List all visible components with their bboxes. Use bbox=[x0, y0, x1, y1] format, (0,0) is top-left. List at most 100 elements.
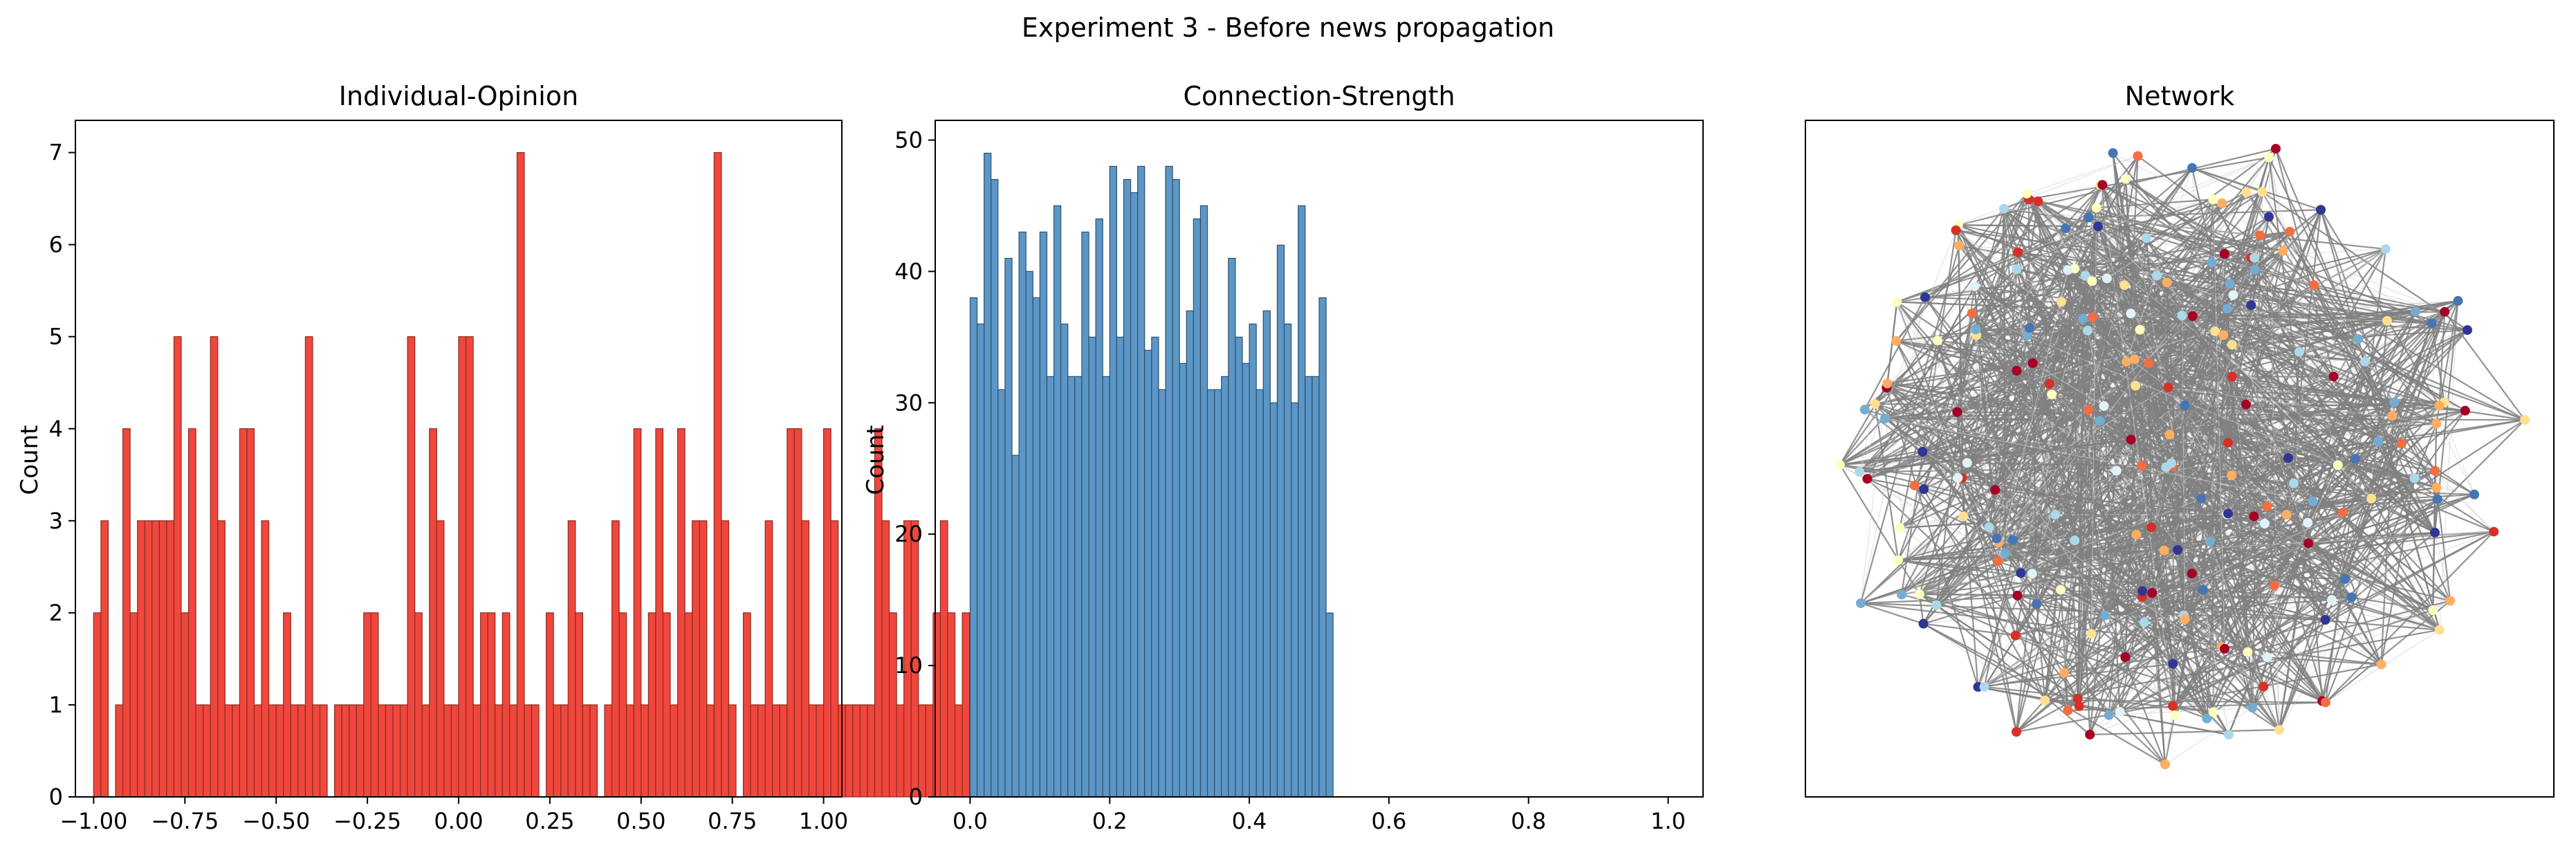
network-edge bbox=[2214, 250, 2284, 332]
individual-opinion-bar bbox=[706, 704, 715, 798]
connection-strength-bar bbox=[1137, 165, 1146, 798]
network-edge bbox=[1839, 318, 2083, 466]
network-node bbox=[2137, 586, 2148, 596]
individual-opinion-bar bbox=[502, 612, 510, 798]
network-edge bbox=[2166, 282, 2366, 362]
individual-opinion-bar bbox=[641, 704, 649, 798]
individual-opinion-bar bbox=[392, 704, 401, 798]
network-edge bbox=[2324, 423, 2438, 703]
network-edge bbox=[2028, 199, 2355, 459]
network-edge bbox=[2068, 230, 2290, 271]
network-edge bbox=[2232, 329, 2468, 346]
network-panel: Network bbox=[1805, 81, 2555, 798]
network-edges bbox=[1839, 147, 2526, 765]
network-edge bbox=[1839, 463, 2265, 525]
network-node bbox=[2027, 569, 2037, 579]
network-edge bbox=[2434, 300, 2459, 533]
individual-opinion-bar bbox=[487, 612, 496, 798]
network-edge bbox=[2089, 646, 2222, 735]
network-edge bbox=[1935, 318, 2084, 606]
network-edge bbox=[1956, 230, 2289, 459]
network-node bbox=[1952, 407, 1962, 417]
individual-opinion-bar bbox=[122, 428, 131, 798]
individual-opinion-bar bbox=[181, 612, 190, 798]
individual-opinion-bar bbox=[436, 520, 445, 798]
network-edge bbox=[1896, 302, 1958, 413]
individual-opinion-bar bbox=[699, 520, 708, 798]
connection-strength-bar bbox=[984, 152, 992, 798]
connection-strength-bar bbox=[1262, 310, 1271, 798]
individual-opinion-bar bbox=[509, 704, 518, 798]
connection-strength-xtick-label: 0.6 bbox=[1371, 808, 1406, 834]
network-node bbox=[1992, 556, 2003, 567]
network-node bbox=[2202, 713, 2212, 724]
network-node bbox=[2022, 330, 2032, 340]
individual-opinion-bar bbox=[910, 520, 919, 798]
network-node bbox=[1919, 484, 1929, 495]
network-node bbox=[2222, 304, 2232, 314]
connection-strength-bar bbox=[976, 323, 985, 798]
network-node bbox=[2147, 588, 2158, 598]
individual-opinion-bar bbox=[677, 428, 686, 798]
network-node bbox=[2040, 695, 2050, 706]
network-edge bbox=[2095, 155, 2139, 209]
network-edge bbox=[1918, 477, 1959, 595]
network-node bbox=[2139, 617, 2149, 627]
network-edge bbox=[2231, 475, 2249, 652]
network-edge bbox=[2438, 405, 2475, 495]
individual-opinion-ylabel: Count bbox=[16, 425, 44, 495]
network-edge bbox=[2077, 497, 2372, 699]
network-node bbox=[2170, 710, 2180, 721]
individual-opinion-ytick-label: 2 bbox=[49, 600, 63, 626]
network-edge bbox=[2155, 275, 2265, 524]
network-node bbox=[2366, 493, 2377, 504]
individual-opinion-bar bbox=[407, 336, 416, 798]
network-node bbox=[2111, 466, 2122, 476]
connection-strength-bar bbox=[1011, 454, 1020, 798]
network-node bbox=[2137, 461, 2147, 471]
network-node bbox=[2382, 315, 2392, 326]
network-edge bbox=[2017, 534, 2137, 596]
network-edge bbox=[2125, 178, 2252, 259]
network-node bbox=[2160, 760, 2170, 769]
individual-opinion-bar bbox=[349, 704, 357, 798]
network-edge bbox=[1922, 185, 2101, 452]
network-edge bbox=[2191, 167, 2247, 193]
network-edge bbox=[1937, 237, 2147, 342]
network-node bbox=[2210, 327, 2220, 337]
network-node bbox=[2264, 152, 2274, 163]
individual-opinion-ytick-label: 5 bbox=[49, 324, 63, 350]
network-node bbox=[2321, 697, 2331, 708]
network-node bbox=[2380, 244, 2391, 255]
individual-opinion-bar bbox=[604, 704, 613, 798]
network-edge bbox=[2254, 257, 2445, 313]
individual-opinion-bar bbox=[713, 151, 722, 798]
network-node bbox=[2389, 397, 2400, 407]
individual-opinion-bar bbox=[421, 704, 430, 798]
individual-opinion-bar bbox=[560, 704, 569, 798]
connection-strength-bar bbox=[1269, 402, 1278, 798]
network-node bbox=[2337, 507, 2348, 517]
network-node bbox=[2196, 493, 2207, 504]
network-edge bbox=[2090, 728, 2280, 736]
network-node bbox=[2024, 322, 2034, 333]
network-edge bbox=[2168, 386, 2445, 403]
network-node bbox=[2434, 401, 2445, 411]
network-node bbox=[1958, 511, 1969, 522]
network-node bbox=[2445, 596, 2456, 606]
connection-strength-bar bbox=[997, 389, 1006, 798]
network-node bbox=[2320, 615, 2330, 625]
network-node bbox=[2115, 707, 2125, 717]
individual-opinion-bar bbox=[158, 520, 167, 798]
network-node bbox=[2099, 401, 2109, 411]
network-node bbox=[1969, 281, 1980, 291]
network-edge bbox=[2063, 672, 2069, 711]
network-node bbox=[2180, 614, 2190, 624]
network-edge bbox=[2245, 403, 2402, 445]
network-edge bbox=[2004, 308, 2228, 554]
network-edge bbox=[2137, 155, 2315, 286]
network-edge bbox=[1914, 280, 2093, 486]
network-edge bbox=[2003, 208, 2006, 553]
network-edge bbox=[2067, 457, 2289, 711]
network-node bbox=[2126, 434, 2136, 445]
